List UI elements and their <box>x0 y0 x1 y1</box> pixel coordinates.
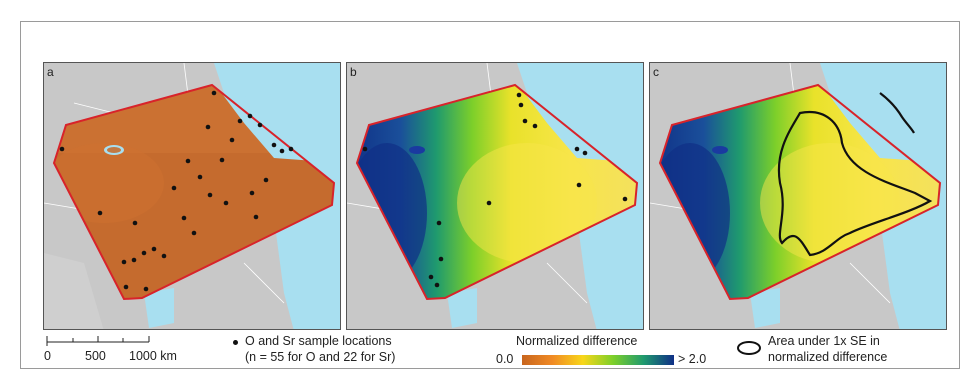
scalebar-tick-1000: 1000 km <box>129 349 177 363</box>
region-outline-c <box>658 83 942 301</box>
region-outline-b <box>355 83 639 301</box>
map-panel-b: b <box>346 62 644 330</box>
lake-water <box>144 288 174 328</box>
panel-label-b: b <box>350 65 357 79</box>
map-b-svg <box>347 63 643 329</box>
se-contour-symbol <box>737 341 761 355</box>
sample-point-symbol <box>233 340 238 345</box>
scalebar-tick-0: 0 <box>44 349 51 363</box>
colorbar-max-label: > 2.0 <box>678 352 707 366</box>
land-shade <box>44 253 104 329</box>
sample-points <box>362 92 628 288</box>
panel-label-a: a <box>47 65 54 79</box>
figure-frame: a <box>20 21 960 369</box>
map-panel-c: c <box>649 62 947 330</box>
se-legend-line1: Area under 1x SE in <box>768 334 880 348</box>
scalebar-tick-500: 500 <box>85 349 106 363</box>
samples-line1: O and Sr sample locations <box>245 334 392 348</box>
se-contour-north <box>879 92 915 134</box>
samples-line2: (n = 55 for O and 22 for Sr) <box>245 350 396 364</box>
scalebar-legend: 0 500 1000 km <box>43 334 213 363</box>
se-legend-line2: normalized difference <box>768 350 888 364</box>
map-panel-a: a <box>43 62 341 330</box>
panel-label-c: c <box>653 65 659 79</box>
scalebar-svg <box>46 336 150 346</box>
map-c-svg <box>650 63 946 329</box>
colorbar-title: Normalized difference <box>516 334 638 348</box>
map-a-svg <box>44 63 340 329</box>
sea-arm-water <box>244 88 284 143</box>
sample-points <box>59 90 294 292</box>
colorbar-min-label: 0.0 <box>496 352 514 366</box>
colorbar-gradient <box>522 355 674 365</box>
region-outline-a <box>52 83 336 301</box>
se-contour-main <box>777 110 933 257</box>
